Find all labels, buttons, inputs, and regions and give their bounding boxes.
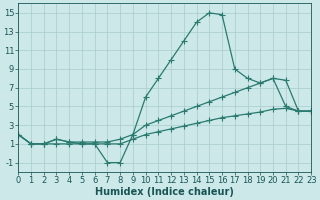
X-axis label: Humidex (Indice chaleur): Humidex (Indice chaleur) (95, 187, 234, 197)
